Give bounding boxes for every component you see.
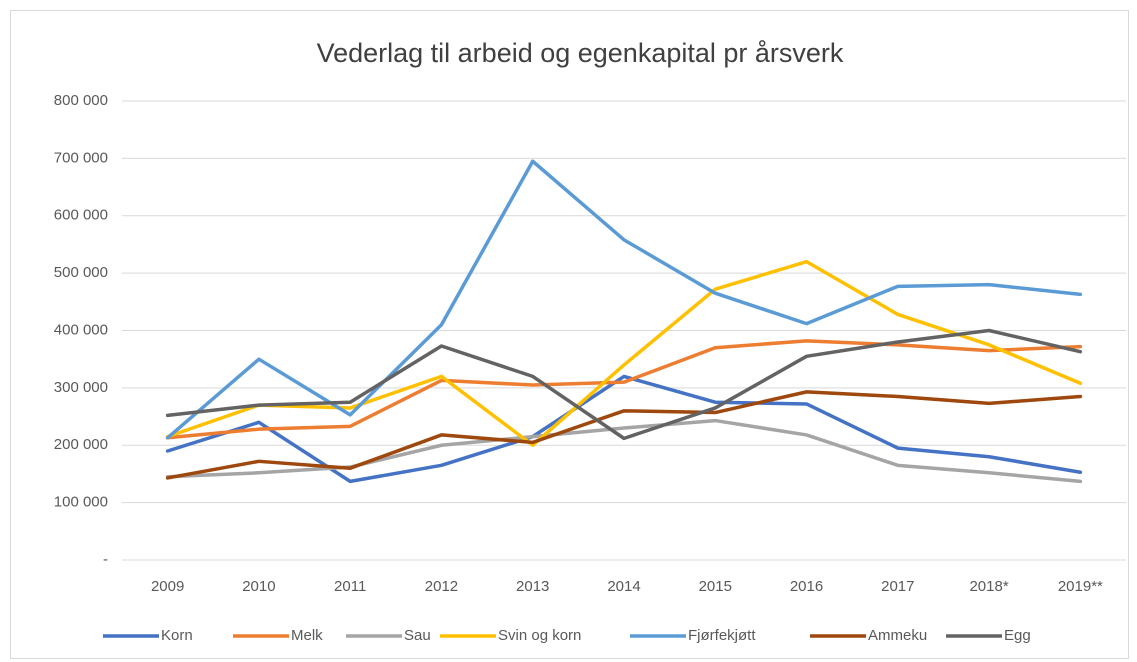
series-line — [165, 159, 1083, 440]
legend-label: Egg — [1004, 627, 1031, 644]
legend-label: Melk — [291, 627, 323, 644]
y-tick-label: 500 000 — [54, 264, 108, 281]
legend-label: Fjørfekjøtt — [688, 627, 756, 644]
y-tick-label: 400 000 — [54, 321, 108, 338]
y-tick-label: 100 000 — [54, 494, 108, 511]
x-tick-label: 2010 — [242, 578, 275, 595]
legend-label: Ammeku — [868, 627, 927, 644]
y-tick-label: 600 000 — [54, 207, 108, 224]
series-line — [165, 259, 1083, 447]
x-tick-label: 2018* — [969, 578, 1008, 595]
x-tick-label: 2019** — [1058, 578, 1103, 595]
y-tick-label: - — [103, 551, 108, 568]
x-tick-label: 2014 — [607, 578, 640, 595]
chart-title: Vederlag til arbeid og egenkapital pr år… — [317, 38, 844, 68]
x-tick-label: 2015 — [699, 578, 732, 595]
series-line — [165, 390, 1083, 480]
chart-frame — [10, 10, 1129, 659]
y-tick-label: 200 000 — [54, 436, 108, 453]
series-line — [165, 374, 1083, 484]
legend-label: Svin og korn — [498, 627, 581, 644]
y-tick-label: 800 000 — [54, 92, 108, 109]
series-line — [165, 328, 1083, 441]
series-line — [165, 339, 1083, 440]
series-line — [165, 418, 1083, 484]
y-tick-label: 700 000 — [54, 149, 108, 166]
x-tick-label: 2013 — [516, 578, 549, 595]
x-tick-label: 2011 — [334, 578, 366, 595]
legend-label: Korn — [161, 627, 193, 644]
y-tick-label: 300 000 — [54, 379, 108, 396]
x-tick-label: 2016 — [790, 578, 823, 595]
x-tick-label: 2012 — [425, 578, 458, 595]
x-tick-label: 2009 — [151, 578, 184, 595]
x-tick-label: 2017 — [881, 578, 914, 595]
legend-label: Sau — [404, 627, 431, 644]
